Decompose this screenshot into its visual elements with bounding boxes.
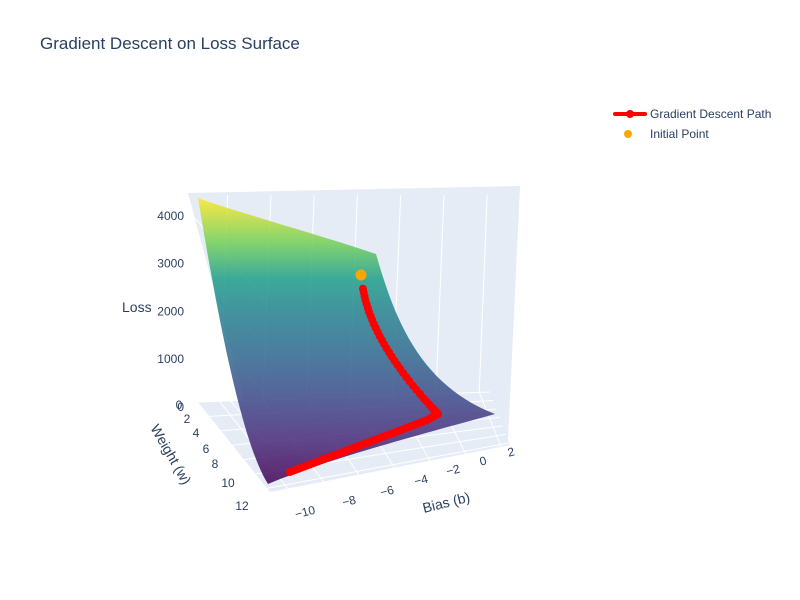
y-axis-title: Weight (w) [147, 422, 194, 488]
z-axis-title: Loss [122, 299, 152, 315]
legend: Gradient Descent Path Initial Point [610, 104, 771, 144]
x-tick-label: −2 [445, 462, 462, 479]
x-tick-label: 0 [478, 453, 488, 468]
initial-point-marker[interactable] [355, 269, 367, 281]
legend-item-initial-point[interactable]: Initial Point [610, 124, 771, 144]
z-tick-label: 4000 [157, 209, 184, 223]
z-tick-label: 1000 [157, 352, 184, 366]
x-tick-label: −10 [293, 503, 316, 522]
chart-title: Gradient Descent on Loss Surface [40, 34, 300, 53]
initial-point-layer[interactable] [355, 269, 367, 281]
y-tick-label: 6 [203, 442, 210, 456]
y-tick-label: 4 [193, 426, 200, 440]
grid-line-b-wall [478, 194, 488, 393]
legend-label-path: Gradient Descent Path [650, 107, 772, 121]
legend-swatch-line [610, 107, 650, 121]
y-tick-label: 2 [184, 412, 191, 426]
legend-item-gradient-descent-path[interactable]: Gradient Descent Path [610, 104, 771, 124]
z-tick-label: 3000 [157, 257, 184, 271]
legend-swatch-dot [610, 127, 650, 141]
z-tick-label: 0 [177, 400, 184, 414]
grid-line-b [478, 392, 502, 447]
gradient-descent-path[interactable] [286, 284, 442, 476]
x-tick-label: −4 [413, 472, 430, 489]
grid-line-z [195, 406, 269, 493]
grid-line-w [267, 442, 510, 489]
y-tick-label: 12 [235, 499, 249, 513]
z-axis-ticks: 0 1000 2000 3000 4000 [157, 209, 184, 414]
y-tick-label: 0 [176, 398, 183, 412]
grid-line-b-wall [435, 194, 445, 394]
y-tick-label: 8 [212, 457, 219, 471]
z-tick-label: 2000 [157, 304, 184, 318]
y-tick-label: 10 [221, 476, 235, 490]
path-point[interactable] [286, 468, 294, 476]
x-tick-label: −8 [341, 493, 358, 510]
loss-surface[interactable] [198, 198, 495, 484]
x-tick-label: 2 [506, 444, 516, 459]
x-axis-title: Bias (b) [421, 489, 472, 516]
x-axis-ticks: −10 −8 −6 −4 −2 0 2 [293, 444, 516, 521]
legend-label-initial: Initial Point [650, 127, 709, 141]
x-tick-label: −6 [379, 483, 396, 500]
